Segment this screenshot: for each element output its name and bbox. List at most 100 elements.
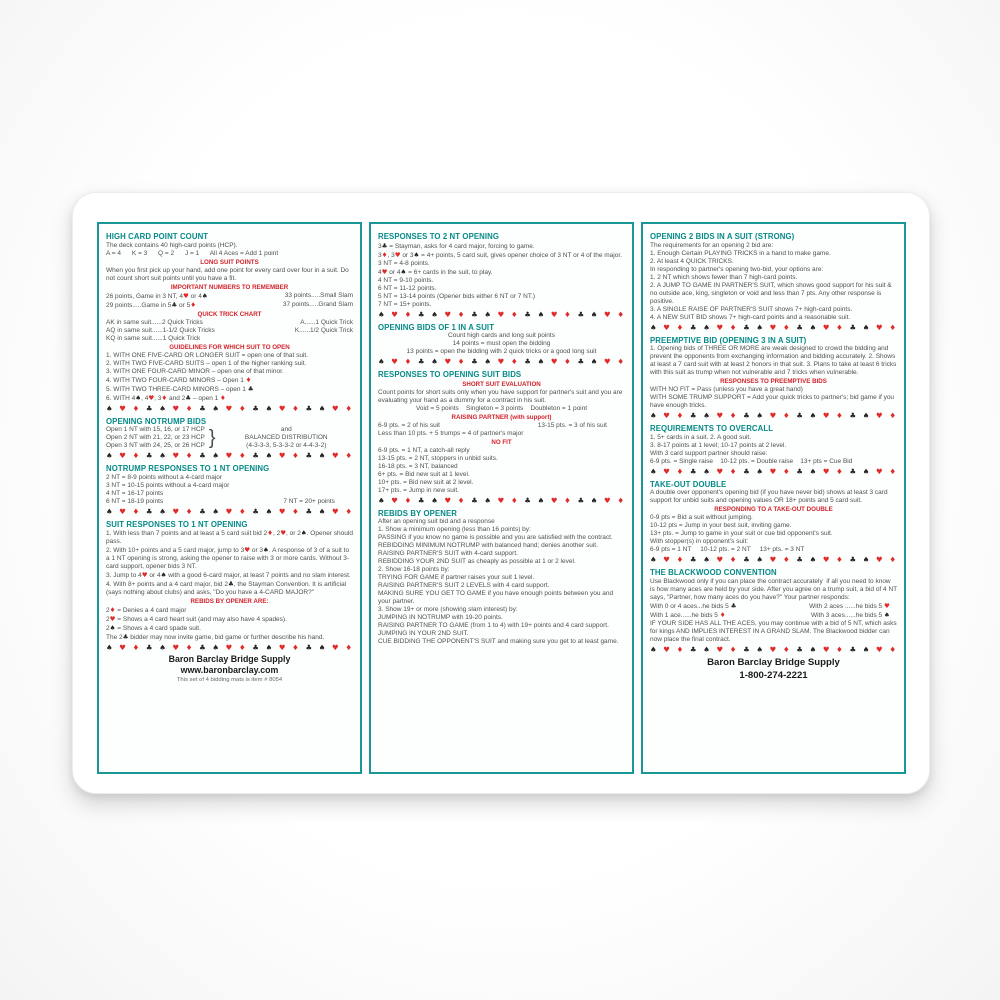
club-icon: ♣: [199, 506, 206, 516]
heart-icon: ♥: [172, 451, 180, 460]
club-icon: ♣: [689, 644, 697, 654]
diamond-icon: ♦: [292, 643, 299, 652]
left-cell: 6 NT = 18-19 points: [106, 497, 164, 505]
club-icon: ♣: [849, 322, 857, 332]
spade-icon: ♠: [537, 309, 545, 319]
club-icon: ♣: [849, 466, 857, 476]
text-line: 3. Jump to 4♥ or 4♠ with a good 6-card m…: [106, 571, 351, 579]
club-icon: ♣: [305, 643, 313, 652]
heart-icon: ♥: [278, 643, 286, 652]
text-line: 3 NT = 10-15 points without a 4-card maj…: [106, 481, 230, 489]
club-icon: ♣: [252, 403, 259, 413]
text-line: 13-15 pts. = 2 NT, stoppers in unbid sui…: [378, 454, 498, 462]
footer-line: 1-800-274-2221: [739, 669, 808, 681]
text-line: MAKING SURE YOU GET TO GAME if you have …: [378, 590, 615, 605]
text-line: 2. At least 4 QUICK TRICKS.: [650, 257, 734, 265]
diamond-icon: ♦: [617, 309, 624, 319]
text-line-centered: 14 points = must open the bidding: [452, 340, 551, 347]
spade-icon: ♠: [106, 451, 113, 460]
club-icon: ♣: [743, 644, 750, 654]
heart-icon: ♥: [822, 555, 830, 564]
text-line: 1. 5+ cards in a suit. 2. A good suit.: [650, 433, 751, 441]
subheading: NO FIT: [491, 438, 512, 446]
heart-icon: ♥: [182, 291, 189, 300]
text-line: IF YOUR SIDE HAS ALL THE ACES, you may c…: [650, 619, 899, 643]
club-icon: ♣: [199, 643, 206, 652]
text-line: A double over opponent's opening bid (if…: [650, 489, 890, 504]
spade-icon: ♠: [400, 267, 407, 276]
text-line: 7 NT = 15+ points.: [378, 300, 432, 308]
text-line: 2. With 10+ points and a 5 card major, j…: [106, 546, 351, 570]
diamond-icon: ♦: [267, 529, 273, 537]
heart-icon: ♥: [716, 322, 724, 332]
club-icon: ♣: [252, 451, 259, 460]
spade-icon: ♠: [862, 466, 870, 476]
right-cell: With 2 aces ......he bids 5 ♥: [809, 601, 890, 610]
spade-icon: ♠: [809, 322, 817, 332]
text-line: With stopper(s) in opponent's suit:: [650, 538, 749, 545]
spade-icon: ♠: [756, 411, 764, 420]
item-number-line: This set of 4 bidding mats is item # 805…: [176, 677, 283, 683]
spade-icon: ♠: [159, 403, 166, 413]
diamond-icon: ♦: [889, 555, 896, 564]
text-line: After an opening suit bid and a response: [378, 518, 495, 525]
heart-icon: ♥: [497, 495, 505, 505]
text-line: When you first pick up your hand, add on…: [106, 266, 351, 282]
club-icon: ♣: [524, 309, 531, 319]
text-line: PASSING if you know no game is possible …: [378, 534, 613, 541]
two-column-line: With 1 ace......he bids 5 ♦ With 3 aces..…: [650, 611, 897, 620]
diamond-icon: ♦: [836, 555, 843, 564]
text-line: Use Blackwood only if you can place the …: [650, 577, 899, 601]
spade-icon: ♠: [212, 403, 220, 413]
bridge-reference-card: HIGH CARD POINT COUNT The deck contains 4…: [72, 192, 930, 794]
spade-icon: ♠: [431, 495, 438, 505]
club-icon: ♣: [743, 411, 750, 420]
text-line: BALANCED DISTRIBUTION: [244, 434, 328, 441]
club-icon: ♣: [171, 300, 178, 309]
heart-icon: ♥: [119, 506, 126, 516]
diamond-icon: ♦: [132, 643, 140, 652]
diamond-icon: ♦: [185, 403, 193, 413]
heart-icon: ♥: [172, 643, 180, 652]
subheading: GUIDELINES FOR WHICH SUIT TO OPEN: [169, 343, 290, 351]
spade-icon: ♠: [809, 555, 817, 564]
suit-divider: ♠ ♥ ♦ ♣ ♠ ♥ ♦ ♣ ♠ ♥ ♦ ♣ ♠ ♥ ♦ ♣ ♠ ♥ ♦ ♣: [378, 310, 625, 320]
heart-icon: ♥: [883, 601, 890, 610]
heart-icon: ♥: [769, 466, 777, 476]
suit-divider: ♠ ♥ ♦ ♣ ♠ ♥ ♦ ♣ ♠ ♥ ♦ ♣ ♠ ♥ ♦ ♣ ♠ ♥ ♦ ♣: [106, 507, 353, 517]
left-cell: AQ in same suit......1-1/2 Quick Tricks: [106, 326, 215, 334]
diamond-icon: ♦: [345, 643, 352, 652]
heart-icon: ♥: [822, 466, 830, 476]
text-line: 3. 8-17 points at 1 level; 10-17 points …: [650, 441, 787, 449]
diamond-icon: ♦: [564, 309, 571, 319]
heart-icon: ♥: [663, 555, 670, 564]
heart-icon: ♥: [822, 644, 830, 654]
heart-icon: ♥: [332, 506, 339, 516]
diamond-icon: ♦: [729, 411, 737, 420]
club-icon: ♣: [417, 357, 425, 366]
heart-icon: ♥: [225, 643, 233, 652]
spade-icon: ♠: [862, 322, 870, 332]
diamond-icon: ♦: [782, 411, 790, 420]
text-line: KQ in same suit......1 Quick Trick: [106, 334, 201, 342]
text-line: 3♣ = Stayman, asks for 4 card major, for…: [378, 241, 535, 250]
club-icon: ♣: [849, 555, 857, 564]
heart-icon: ♥: [444, 357, 452, 366]
diamond-icon: ♦: [564, 495, 571, 505]
club-icon: ♣: [471, 495, 478, 505]
club-icon: ♣: [145, 643, 153, 652]
text-line: 16-18 pts. = 3 NT, balanced: [378, 462, 458, 470]
text-line: JUMPING IN YOUR 2ND SUIT.: [378, 630, 469, 637]
left-cell: With 1 ace......he bids 5 ♦: [650, 610, 726, 619]
heart-icon: ♥: [769, 322, 777, 332]
spade-icon: ♠: [650, 644, 657, 654]
text-line: 1. 2 NT which shows fewer than 7 high-ca…: [650, 273, 798, 281]
text-line-centered: Void = 5 points Singleton = 3 points Dou…: [415, 404, 588, 412]
two-column-line: With 0 or 4 aces...he bids 5 ♣ With 2 ace…: [650, 602, 897, 611]
text-line: 2♦ = Denies a 4 card major: [106, 606, 187, 614]
text-line-centered: Count high cards and long suit points: [448, 332, 555, 339]
text-line: REBIDDING MINIMUM NOTRUMP with balanced …: [378, 542, 598, 549]
spade-icon: ♠: [650, 555, 657, 564]
club-icon: ♣: [730, 601, 737, 610]
text-line: WITH SOME TRUMP SUPPORT = Add your quick…: [650, 394, 896, 409]
